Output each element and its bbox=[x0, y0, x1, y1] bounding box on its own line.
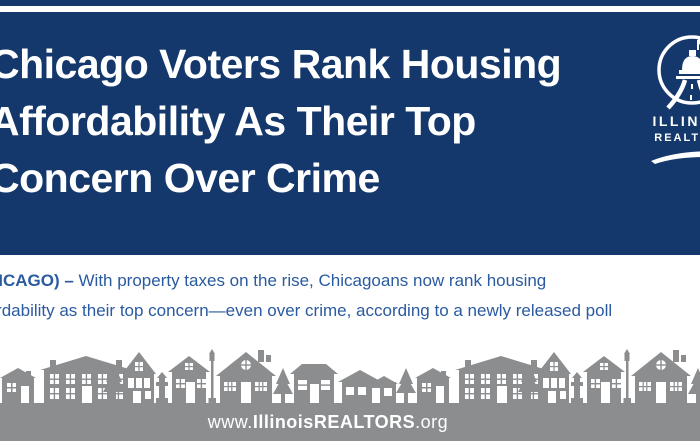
article-text: (CHICAGO) – With property taxes on the r… bbox=[0, 266, 700, 326]
url-prefix: www. bbox=[207, 412, 253, 432]
headline-banner: Chicago Voters Rank Housing Affordabilit… bbox=[0, 12, 700, 255]
article-line-2: affordability as their top concern—even … bbox=[0, 301, 613, 320]
footer-bar: www.IllinoisREALTORS.org bbox=[0, 403, 700, 441]
article-dateline: (CHICAGO) – bbox=[0, 271, 74, 290]
headline-line-3: Concern Over Crime bbox=[0, 155, 380, 201]
headline-line-2: Affordability As Their Top bbox=[0, 98, 476, 144]
top-accent-bar bbox=[0, 0, 700, 6]
logo-swoosh-icon bbox=[640, 148, 700, 169]
houses-skyline-icon bbox=[0, 338, 700, 403]
article-line-1: (CHICAGO) – With property taxes on the r… bbox=[0, 266, 700, 296]
page-title: Chicago Voters Rank Housing Affordabilit… bbox=[0, 36, 700, 207]
capitol-icon bbox=[640, 28, 700, 112]
site-url: www.IllinoisREALTORS.org bbox=[208, 412, 448, 433]
logo-text-realtors: REALTORS bbox=[654, 132, 700, 144]
logo-text-illinois: ILLINOIS bbox=[652, 113, 700, 129]
url-brand: IllinoisREALTORS bbox=[252, 412, 416, 432]
url-suffix: .org bbox=[415, 412, 449, 432]
headline-line-1: Chicago Voters Rank Housing bbox=[0, 41, 562, 87]
illinois-realtors-logo: ILLINOIS REALTORS bbox=[640, 28, 700, 169]
